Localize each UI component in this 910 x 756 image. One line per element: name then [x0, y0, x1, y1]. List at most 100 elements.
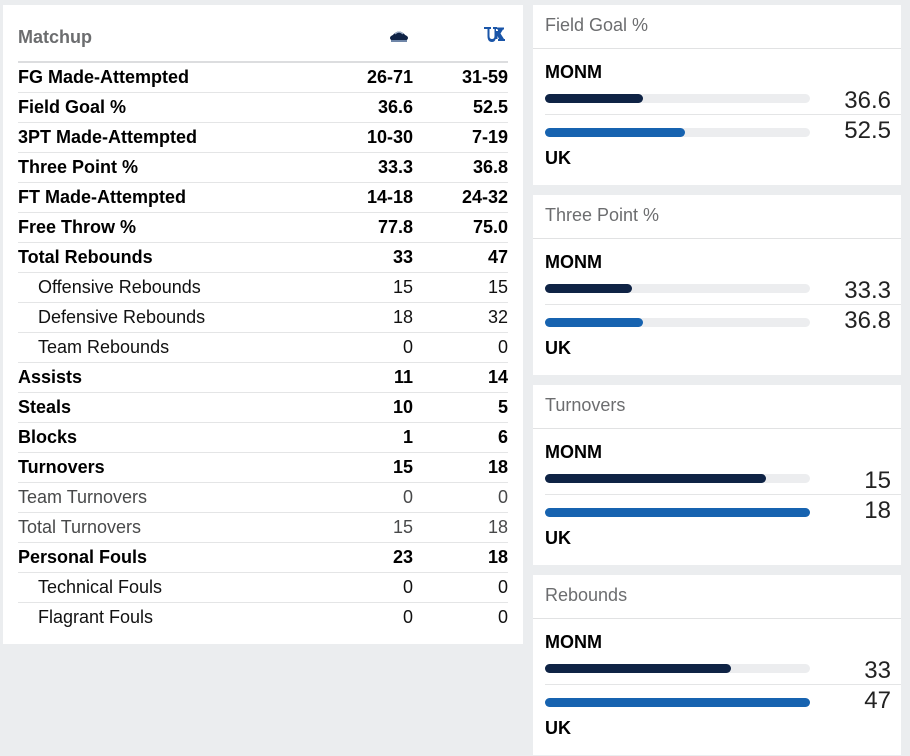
- team2-abbr: UK: [545, 338, 571, 358]
- card-title: Field Goal %: [545, 15, 649, 35]
- team2-bar: [545, 318, 644, 327]
- stat-row: Technical Fouls 0 0: [18, 573, 508, 603]
- team1-value: 10-30: [366, 127, 413, 147]
- team1-stat-value: 36.6: [844, 87, 891, 114]
- team2-abbr: UK: [545, 148, 571, 168]
- kentucky-uk-logo-icon: [484, 27, 505, 42]
- team2-abbr: UK: [545, 528, 571, 548]
- team2-stat-value: 47: [864, 687, 891, 714]
- team1-bar-track: [545, 474, 810, 483]
- stat-label: Offensive Rebounds: [38, 277, 201, 297]
- team1-value: 0: [402, 607, 413, 627]
- team1-abbr: MONM: [545, 252, 602, 272]
- stat-label: Three Point %: [18, 157, 139, 177]
- stat-label: Assists: [18, 367, 83, 387]
- stat-label: Total Turnovers: [18, 517, 142, 537]
- team1-stat-value: 33: [864, 657, 891, 684]
- stat-label: Steals: [18, 397, 72, 417]
- stat-row: Field Goal % 36.6 52.5: [18, 93, 508, 123]
- stat-label: FG Made-Attempted: [18, 67, 189, 87]
- card-title: Three Point %: [545, 205, 660, 225]
- team1-value: 15: [392, 277, 413, 297]
- stat-rows: FG Made-Attempted 26-71 31-59 Field Goal % 3…: [18, 63, 508, 633]
- stat-row: FG Made-Attempted 26-71 31-59: [18, 63, 508, 93]
- matchup-table: Matchup FG Made-Attempted 26-71 31-59 Field…: [3, 5, 523, 644]
- team2-value: 6: [497, 427, 508, 447]
- card-divider: [545, 494, 901, 495]
- team1-value: 10: [392, 397, 413, 417]
- team2-bar: [545, 128, 686, 137]
- team1-value: 77.8: [377, 217, 413, 237]
- team2-stat-value: 36.8: [844, 307, 891, 334]
- card-divider: [545, 114, 901, 115]
- team2-value: 75.0: [472, 217, 508, 237]
- team2-value: 0: [497, 607, 508, 627]
- stat-row: Offensive Rebounds 15 15: [18, 273, 508, 303]
- team1-stat-value: 33.3: [844, 277, 891, 304]
- team2-stat-value: 18: [864, 497, 891, 524]
- stat-row: Defensive Rebounds 18 32: [18, 303, 508, 333]
- team2-value: 7-19: [471, 127, 508, 147]
- team2-bar: [545, 508, 810, 517]
- stat-row: FT Made-Attempted 14-18 24-32: [18, 183, 508, 213]
- stat-label: Team Rebounds: [38, 337, 170, 357]
- team2-value: 18: [487, 547, 508, 567]
- stat-comparison-card: Field Goal % MONM 36.6 52.5 UK: [533, 5, 901, 185]
- team1-value: 15: [392, 517, 413, 537]
- team1-bar: [545, 94, 644, 103]
- stat-row: Free Throw % 77.8 75.0: [18, 213, 508, 243]
- team1-bar-track: [545, 94, 810, 103]
- team1-bar: [545, 474, 766, 483]
- team2-value: 18: [487, 517, 508, 537]
- team1-value: 0: [402, 337, 413, 357]
- matchup-title: Matchup: [18, 27, 92, 47]
- card-header: Rebounds: [533, 575, 901, 619]
- card-title: Turnovers: [545, 395, 626, 415]
- team2-value: 0: [497, 337, 508, 357]
- team2-value: 52.5: [472, 97, 508, 117]
- team2-value: 0: [497, 577, 508, 597]
- stat-label: Flagrant Fouls: [38, 607, 154, 627]
- team1-abbr: MONM: [545, 62, 602, 82]
- stat-row: Assists 11 14: [18, 363, 508, 393]
- stat-row: Total Turnovers 15 18: [18, 513, 508, 543]
- team2-value: 32: [487, 307, 508, 327]
- stat-row: Turnovers 15 18: [18, 453, 508, 483]
- stat-row: Three Point % 33.3 36.8: [18, 153, 508, 183]
- team1-value: 33: [392, 247, 413, 267]
- stat-label: 3PT Made-Attempted: [18, 127, 198, 147]
- stat-comparison-card: Rebounds MONM 33 47 UK: [533, 575, 901, 755]
- stat-label: Free Throw %: [18, 217, 137, 237]
- team1-value: 14-18: [366, 187, 413, 207]
- team2-bar-track: [545, 698, 810, 707]
- stat-row: Steals 10 5: [18, 393, 508, 423]
- card-header: Field Goal %: [533, 5, 901, 49]
- stat-row: Blocks 1 6: [18, 423, 508, 453]
- matchup-header: Matchup: [18, 5, 508, 63]
- card-title: Rebounds: [545, 585, 628, 605]
- team1-value: 0: [402, 577, 413, 597]
- stat-label: Technical Fouls: [38, 577, 163, 597]
- team2-value: 14: [487, 367, 508, 387]
- team2-value: 31-59: [461, 67, 508, 87]
- team2-value: 15: [487, 277, 508, 297]
- team2-abbr: UK: [545, 718, 571, 738]
- team2-value: 36.8: [472, 157, 508, 177]
- stat-label: Team Turnovers: [18, 487, 148, 507]
- team1-value: 18: [392, 307, 413, 327]
- team2-value: 0: [497, 487, 508, 507]
- card-divider: [545, 684, 901, 685]
- team2-bar-track: [545, 508, 810, 517]
- team1-stat-value: 15: [864, 467, 891, 494]
- stat-row: 3PT Made-Attempted 10-30 7-19: [18, 123, 508, 153]
- stat-row: Personal Fouls 23 18: [18, 543, 508, 573]
- team1-value: 26-71: [366, 67, 413, 87]
- team1-value: 1: [402, 427, 413, 447]
- team1-value: 15: [392, 457, 413, 477]
- stat-label: Field Goal %: [18, 97, 127, 117]
- team1-bar-track: [545, 284, 810, 293]
- team2-value: 24-32: [461, 187, 508, 207]
- card-header: Three Point %: [533, 195, 901, 239]
- team1-value: 0: [402, 487, 413, 507]
- team2-stat-value: 52.5: [844, 117, 891, 144]
